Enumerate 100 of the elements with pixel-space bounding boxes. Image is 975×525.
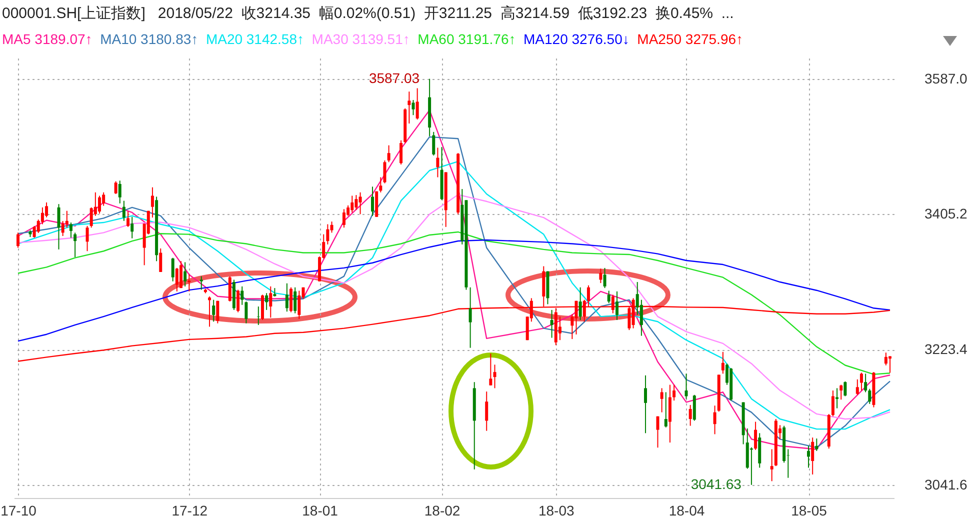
x-tick-label: 18-05: [791, 502, 828, 518]
chart-title: 000001.SH[上证指数] 2018/05/22 收3214.35 幅0.02%(0.51) 开3211.25 高3214.59 低3192.23 换0.45% ...: [2, 4, 734, 23]
candlestick: [256, 306, 260, 326]
candlestick: [844, 380, 847, 397]
candlestick: [326, 224, 330, 245]
candlestick: [489, 353, 492, 386]
line-series: [17, 194, 891, 420]
candlestick: [244, 301, 248, 324]
candlestick: [840, 384, 843, 400]
candlestick: [212, 299, 216, 322]
y-tick-label: 3223.4: [924, 341, 968, 358]
candlestick: [750, 446, 753, 486]
candlestick: [342, 208, 346, 228]
candlestick: [383, 160, 386, 184]
candlestick: [294, 286, 297, 314]
candlestick: [61, 220, 64, 237]
candlestick: [350, 195, 354, 213]
candlestick: [236, 289, 240, 313]
candlestick: [607, 290, 610, 304]
candlestick: [770, 448, 774, 482]
candlestick: [269, 286, 272, 318]
candlestick: [265, 292, 268, 310]
candlestick: [558, 316, 562, 341]
text: MA250 3275.96↑: [637, 31, 744, 47]
candlestick: [122, 200, 126, 222]
candlestick: [468, 286, 472, 348]
candlestick: [754, 421, 758, 450]
candlestick: [400, 140, 403, 165]
candlestick: [660, 388, 664, 413]
annotation: 3587.03: [368, 70, 420, 86]
candlestick: [90, 206, 93, 228]
candlestick: [45, 202, 48, 218]
candlestick: [836, 388, 839, 409]
text: MA5 3189.07↑: [2, 31, 92, 47]
y-tick-label: 3405.2: [924, 206, 968, 222]
candlestick: [721, 351, 724, 374]
candlestick: [74, 232, 77, 258]
candlestick: [831, 390, 834, 417]
candlestick: [358, 192, 362, 215]
candlestick: [856, 378, 859, 396]
text: MA20 3142.58↑: [206, 31, 304, 47]
candlestick: [599, 268, 602, 284]
candlestick: [150, 186, 154, 218]
y-tick-label: 3587.0: [924, 70, 968, 86]
candlestick: [811, 437, 814, 475]
candlestick: [86, 225, 89, 252]
candlestick: [656, 416, 660, 448]
candlestick: [159, 248, 162, 272]
candlestick: [208, 296, 212, 328]
candlestick: [672, 384, 676, 402]
candlestick: [603, 267, 606, 289]
candlestick: [815, 438, 818, 452]
candlestick: [688, 404, 692, 426]
candlestick: [485, 391, 488, 432]
candlestick: [436, 147, 440, 178]
candlestick: [130, 216, 134, 239]
candlestick: [200, 276, 203, 290]
x-tick-label: 18-04: [668, 502, 705, 518]
line-series: [17, 239, 891, 342]
x-tick-label: 17-12: [172, 502, 208, 518]
candlestick: [32, 225, 36, 238]
x-tick-label: 18-03: [538, 502, 574, 518]
candlestick: [864, 373, 868, 393]
candlestick: [57, 204, 60, 250]
candlestick: [184, 262, 187, 287]
candlestick: [228, 276, 232, 302]
candlestick: [69, 222, 72, 238]
y-tick-label: 3041.6: [924, 476, 968, 492]
candlestick: [408, 91, 411, 124]
x-tick-label: 17-10: [0, 502, 37, 518]
candlestick: [644, 374, 648, 434]
line-series: [17, 231, 891, 375]
candlestick: [615, 290, 618, 320]
candlestick: [188, 274, 191, 292]
candlestick: [354, 194, 358, 210]
candlestick: [290, 286, 293, 313]
candlestick: [807, 445, 810, 468]
annotation: 3041.63: [690, 476, 742, 492]
candlestick: [493, 364, 496, 389]
candlestick: [416, 88, 419, 120]
candlestick: [884, 352, 888, 366]
candlestick: [118, 180, 122, 204]
candlestick: [240, 286, 244, 306]
candlestick: [432, 131, 436, 156]
candlestick: [684, 373, 688, 400]
candlestick: [98, 195, 101, 214]
candlestick: [260, 294, 264, 320]
candlestick: [371, 186, 374, 216]
candlestick: [664, 392, 668, 428]
candlestick: [65, 210, 68, 228]
text: MA60 3191.76↑: [418, 31, 516, 47]
candlestick: [216, 300, 220, 324]
candlestick: [860, 372, 863, 391]
x-tick-label: 18-02: [424, 502, 460, 518]
candlestick: [379, 176, 382, 193]
text: MA30 3139.51↑: [312, 31, 410, 47]
candlestick: [298, 290, 301, 320]
text: MA120 3276.50↓: [524, 31, 630, 47]
candlestick: [578, 286, 582, 320]
candlestick: [285, 282, 288, 312]
